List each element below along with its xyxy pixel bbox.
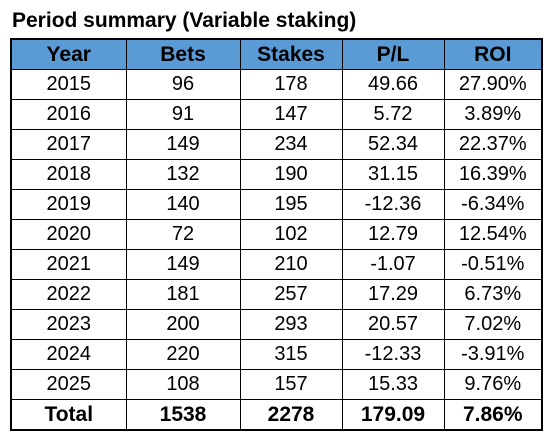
cell-year: 2020: [10, 219, 127, 250]
cell-roi: 6.73%: [443, 279, 543, 310]
cell-pl: -12.33: [341, 339, 445, 370]
cell-year: 2025: [10, 369, 127, 400]
total-stakes: 2278: [239, 399, 343, 431]
table-row: 2022 181 257 17.29 6.73%: [10, 279, 543, 310]
cell-roi: 9.76%: [443, 369, 543, 400]
cell-roi: 22.37%: [443, 129, 543, 160]
table-row: 2025 108 157 15.33 9.76%: [10, 369, 543, 400]
cell-stakes: 234: [239, 129, 343, 160]
cell-year: 2021: [10, 249, 127, 280]
cell-bets: 132: [125, 159, 241, 190]
cell-bets: 91: [125, 99, 241, 130]
header-year: Year: [10, 38, 127, 70]
cell-bets: 220: [125, 339, 241, 370]
cell-bets: 108: [125, 369, 241, 400]
total-bets: 1538: [125, 399, 241, 431]
cell-bets: 140: [125, 189, 241, 220]
cell-roi: -6.34%: [443, 189, 543, 220]
cell-year: 2024: [10, 339, 127, 370]
total-pl: 179.09: [341, 399, 445, 431]
table-row: 2021 149 210 -1.07 -0.51%: [10, 249, 543, 280]
cell-stakes: 102: [239, 219, 343, 250]
table-row: 2016 91 147 5.72 3.89%: [10, 99, 543, 130]
total-roi: 7.86%: [443, 399, 543, 431]
cell-year: 2016: [10, 99, 127, 130]
cell-year: 2023: [10, 309, 127, 340]
cell-pl: 17.29: [341, 279, 445, 310]
page-title: Period summary (Variable staking): [12, 9, 357, 32]
cell-pl: 20.57: [341, 309, 445, 340]
cell-pl: 12.79: [341, 219, 445, 250]
cell-bets: 181: [125, 279, 241, 310]
cell-year: 2022: [10, 279, 127, 310]
header-stakes: Stakes: [239, 38, 343, 70]
table-row: 2018 132 190 31.15 16.39%: [10, 159, 543, 190]
cell-bets: 72: [125, 219, 241, 250]
period-summary-table: Year Bets Stakes P/L ROI 2015 96 178 49.66 2…: [10, 38, 543, 431]
table-row: 2020 72 102 12.79 12.54%: [10, 219, 543, 250]
cell-bets: 149: [125, 249, 241, 280]
total-label: Total: [10, 399, 127, 431]
cell-year: 2017: [10, 129, 127, 160]
cell-year: 2019: [10, 189, 127, 220]
table-row: 2019 140 195 -12.36 -6.34%: [10, 189, 543, 220]
cell-pl: 52.34: [341, 129, 445, 160]
cell-stakes: 157: [239, 369, 343, 400]
cell-stakes: 210: [239, 249, 343, 280]
cell-roi: 27.90%: [443, 69, 543, 100]
cell-stakes: 315: [239, 339, 343, 370]
table-body: 2015 96 178 49.66 27.90% 2016 91 147 5.72 3.89% 20…: [10, 69, 543, 400]
cell-year: 2018: [10, 159, 127, 190]
cell-pl: -12.36: [341, 189, 445, 220]
cell-stakes: 195: [239, 189, 343, 220]
cell-pl: -1.07: [341, 249, 445, 280]
cell-year: 2015: [10, 69, 127, 100]
cell-roi: 7.02%: [443, 309, 543, 340]
table-row: 2015 96 178 49.66 27.90%: [10, 69, 543, 100]
cell-roi: 3.89%: [443, 99, 543, 130]
cell-pl: 5.72: [341, 99, 445, 130]
header-bets: Bets: [125, 38, 241, 70]
cell-stakes: 190: [239, 159, 343, 190]
cell-pl: 31.15: [341, 159, 445, 190]
table-header-row: Year Bets Stakes P/L ROI: [10, 38, 543, 70]
header-roi: ROI: [443, 38, 543, 70]
cell-roi: -3.91%: [443, 339, 543, 370]
cell-roi: -0.51%: [443, 249, 543, 280]
cell-pl: 49.66: [341, 69, 445, 100]
cell-bets: 200: [125, 309, 241, 340]
cell-roi: 16.39%: [443, 159, 543, 190]
cell-bets: 149: [125, 129, 241, 160]
cell-roi: 12.54%: [443, 219, 543, 250]
cell-pl: 15.33: [341, 369, 445, 400]
table-row: 2024 220 315 -12.33 -3.91%: [10, 339, 543, 370]
cell-stakes: 257: [239, 279, 343, 310]
total-row: Total 1538 2278 179.09 7.86%: [10, 399, 543, 431]
cell-stakes: 293: [239, 309, 343, 340]
table-row: 2017 149 234 52.34 22.37%: [10, 129, 543, 160]
cell-stakes: 147: [239, 99, 343, 130]
cell-stakes: 178: [239, 69, 343, 100]
header-pl: P/L: [341, 38, 445, 70]
table-row: 2023 200 293 20.57 7.02%: [10, 309, 543, 340]
cell-bets: 96: [125, 69, 241, 100]
